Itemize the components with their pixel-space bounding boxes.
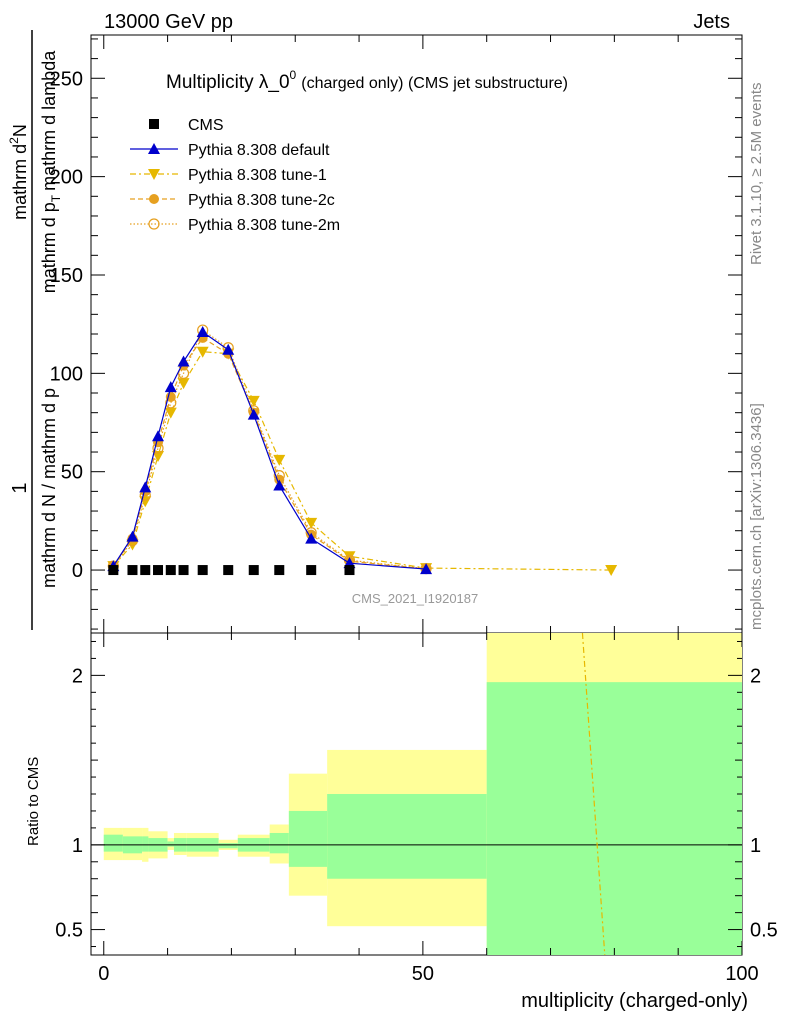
header-left: 13000 GeV pp [104, 11, 233, 33]
legend-marker-2 [148, 169, 160, 180]
series-0 [108, 565, 355, 576]
main-ticks: 0 50 100 150 200 250 [50, 35, 743, 633]
ratio-band-inner-2 [142, 836, 149, 852]
ratio-band-inner-4 [167, 841, 174, 847]
legend-label-4: Pythia 8.308 tune-2m [188, 217, 340, 234]
series-0-point [274, 565, 285, 576]
series-0-point [248, 565, 259, 576]
series-4 [107, 324, 432, 575]
ylabel-right-den: mathrm d pTmathrm d lambda [39, 50, 63, 293]
ylabel-right-num-N: N [10, 124, 30, 137]
legend-marker-4 [148, 218, 160, 230]
ratio-band-inner-0 [103, 834, 123, 852]
legend-marker-3 [149, 194, 159, 204]
header-right: Jets [693, 11, 730, 33]
watermark: CMS_2021_I1920187 [352, 591, 479, 606]
ylabel-right-num-sup: 2 [7, 137, 21, 144]
y-tick-label: 250 [50, 68, 83, 90]
series-0-point [306, 565, 317, 576]
ylabel-right-den-sub: T [49, 194, 63, 202]
x-tick-label: 100 [725, 963, 758, 985]
ratio-band-inner-11 [327, 794, 487, 879]
series-0-point [127, 565, 138, 576]
plot-title: Multiplicity λ_00 (charged only) (CMS jet… [166, 68, 568, 93]
series-1-point [152, 430, 165, 442]
y-tick-label: 50 [61, 462, 83, 484]
ratio-y-tick-label-right: 0.5 [750, 920, 778, 942]
ylabel-right-den-text: mathrm d p [39, 202, 59, 293]
side-label-bottom: mcplots.cern.ch [arXiv:1306.3436] [748, 403, 765, 630]
series-2-point [196, 346, 209, 358]
series-0-point [153, 565, 164, 576]
series-2-point [305, 517, 318, 529]
plot-title-sup: 0 [290, 68, 297, 82]
ratio-y-tick-label-left: 2 [72, 665, 83, 687]
series-layer [107, 324, 618, 577]
legend-label-3: Pythia 8.308 tune-2c [188, 192, 335, 209]
series-0-point [178, 565, 189, 576]
series-2-point [164, 407, 177, 419]
y-tick-label: 200 [50, 167, 83, 189]
ylabel-den-left: mathrm d N / mathrm d p [39, 388, 59, 588]
series-0-point [108, 565, 119, 576]
ratio-ticks: 0.5 0.5 1 1 2 2 0 50 100 [55, 633, 778, 985]
ratio-y-tick-label-left: 1 [72, 835, 83, 857]
x-tick-label: 0 [98, 963, 109, 985]
ratio-tune1-line [581, 632, 606, 956]
legend-marker-0 [149, 119, 159, 129]
ratio-y-tick-label-left: 0.5 [55, 920, 83, 942]
ratio-band-inner-12 [486, 682, 742, 955]
ratio-y-tick-label-right: 1 [750, 835, 761, 857]
legend-label-2: Pythia 8.308 tune-1 [188, 167, 327, 184]
ratio-band-inner-9 [269, 832, 289, 854]
y-tick-label: 0 [72, 560, 83, 582]
legend-label-1: Pythia 8.308 default [188, 142, 330, 159]
ylabel-right-num-text: mathrm d [10, 144, 30, 220]
series-2-point [273, 454, 286, 466]
series-0-point [197, 565, 208, 576]
series-2-point [247, 395, 260, 407]
ratio-ylabel: Ratio to CMS [25, 757, 42, 846]
series-0-point [165, 565, 176, 576]
y-axis-label: 1 mathrm d N / mathrm d p mathrm d2N mat… [7, 30, 63, 630]
legend: CMS Pythia 8.308 default Pythia 8.308 tune… [130, 117, 340, 234]
series-1-point [164, 381, 177, 393]
series-0-point [223, 565, 234, 576]
series-2 [107, 346, 618, 577]
series-line-2 [112, 351, 612, 571]
series-0-point [140, 565, 151, 576]
series-1-point [177, 355, 190, 367]
series-2-point [177, 378, 190, 390]
series-1-point [305, 532, 318, 544]
ratio-y-tick-label-right: 2 [750, 665, 761, 687]
ylabel-right-num: mathrm d2N [7, 124, 30, 220]
plot-title-sub: (charged only) (CMS jet substructure) [301, 75, 568, 92]
series-1-point [222, 343, 235, 355]
series-1-point [273, 479, 286, 491]
series-2-point [605, 565, 618, 577]
plot-title-main: Multiplicity λ_0 [166, 72, 290, 93]
ratio-band-inner-7 [218, 843, 238, 849]
legend-label-0: CMS [188, 117, 224, 134]
series-1-point [126, 530, 139, 542]
x-tick-label: 50 [412, 963, 434, 985]
y-tick-label: 150 [50, 265, 83, 287]
series-1-point [139, 481, 152, 493]
ratio-band-inner-10 [288, 810, 328, 867]
series-1-point [420, 563, 433, 575]
legend-marker-1 [148, 143, 160, 154]
series-0-point [344, 565, 355, 576]
series-1-point [196, 326, 209, 338]
y-tick-label: 100 [50, 363, 83, 385]
x-axis-label: multiplicity (charged-only) [521, 990, 748, 1012]
side-label-top: Rivet 3.1.10, ≥ 2.5M events [748, 83, 765, 266]
series-1-point [247, 408, 260, 420]
ratio-bands [91, 632, 742, 956]
ylabel-numerator: 1 [9, 482, 31, 493]
ylabel-right-den-rest: mathrm d lambda [39, 50, 59, 191]
